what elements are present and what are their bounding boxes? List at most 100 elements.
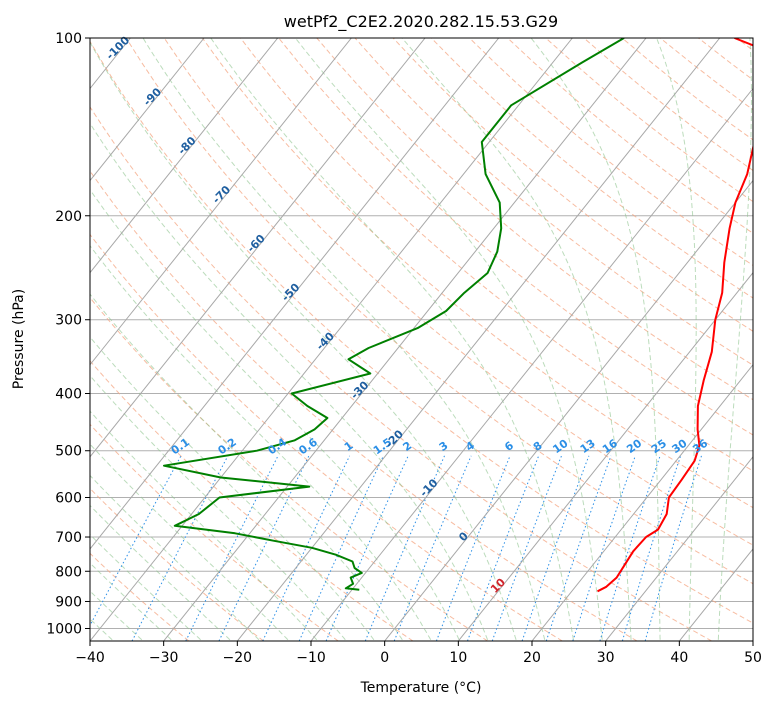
mixing-ratio-line: [545, 455, 612, 641]
x-tick-label: 50: [744, 650, 762, 666]
dry-adiabat: [90, 552, 190, 641]
y-tick-label: 700: [55, 530, 82, 546]
y-tick-label: 400: [55, 387, 82, 403]
x-tick-label: −30: [149, 650, 179, 666]
isotherm-line: [310, 87, 753, 641]
mixing-ratio-label: 30: [669, 437, 689, 457]
dry-adiabat: [316, 38, 753, 401]
y-tick-label: 800: [55, 564, 82, 580]
isotherm-label: -40: [314, 329, 337, 352]
mixing-ratio-line: [364, 455, 445, 641]
x-tick-label: 0: [380, 650, 389, 666]
isotherm-line: [752, 640, 753, 641]
isotherm-line: [678, 548, 753, 641]
moist-adiabat: [90, 374, 346, 641]
isotherm-label: -10: [417, 476, 440, 499]
x-axis-label: Temperature (°C): [360, 680, 482, 696]
mixing-ratio-line: [599, 455, 661, 641]
mixing-ratio-label: 6: [502, 439, 516, 454]
y-tick-label: 900: [55, 594, 82, 610]
isotherm-line: [605, 456, 753, 641]
mixing-ratio-label: 25: [649, 437, 669, 456]
plot-frame: [89, 37, 754, 642]
mixing-ratio-line: [325, 455, 409, 641]
moist-adiabat: [90, 188, 460, 641]
temperature-profile-line: [597, 38, 753, 593]
y-tick-label: 300: [55, 313, 82, 329]
moist-adiabat: [90, 474, 260, 641]
isotherm-line: [531, 363, 753, 641]
mixing-ratio-label: 10: [550, 437, 570, 457]
y-tick-label: 500: [55, 444, 82, 460]
mixing-ratio-line: [572, 455, 636, 641]
x-tick-label: 20: [523, 650, 541, 666]
mixing-ratio-label: 16: [600, 437, 620, 457]
moist-adiabat: [142, 38, 546, 640]
isotherm-line: [457, 271, 753, 641]
dry-adiabat: [90, 487, 264, 641]
dry-adiabat: [90, 296, 488, 641]
mixing-ratio-line: [491, 455, 562, 641]
dry-adiabat: [163, 38, 753, 546]
moist-adiabat: [656, 38, 697, 640]
isotherm-label: -70: [210, 183, 233, 206]
isotherm-line: [163, 38, 647, 641]
dry-adiabat: [90, 360, 414, 641]
dewpoint-profile-line: [163, 38, 625, 591]
isotherm-line: [90, 38, 500, 550]
mixing-ratio-label: 1: [342, 439, 356, 454]
mixing-ratio-line: [467, 455, 540, 641]
mixing-ratio-line: [298, 455, 384, 641]
moist-adiabat: [90, 443, 289, 641]
moist-adiabat: [90, 122, 489, 640]
dry-adiabat: [392, 38, 753, 332]
x-tick-label: −40: [75, 650, 105, 666]
isotherms: [0, 38, 753, 641]
mixing-ratio-label: 3: [437, 439, 451, 454]
y-tick-label: 200: [55, 209, 82, 225]
isotherm-line: [236, 38, 721, 641]
x-tick-label: 10: [449, 650, 467, 666]
dry-adiabat: [90, 423, 339, 641]
dry-adiabat: [736, 38, 753, 52]
x-tick-label: 30: [597, 650, 615, 666]
isotherm-line: [384, 179, 753, 641]
dry-adiabat: [507, 38, 753, 234]
mixing-ratio-line: [185, 455, 279, 641]
isotherm-line: [0, 38, 57, 641]
x-tick-label: 40: [670, 650, 688, 666]
mixing-ratio-line: [131, 455, 229, 641]
isotherm-label: -90: [141, 85, 164, 108]
y-tick-label: 100: [55, 31, 82, 47]
moist-adiabat: [90, 533, 201, 641]
moist-adiabat: [90, 410, 318, 641]
isotherm-line: [90, 38, 279, 274]
isotherm-line: [90, 38, 352, 366]
mixing-ratio-line: [435, 455, 511, 641]
dry-adiabat: [90, 40, 753, 624]
mixing-ratio-label: 0.1: [169, 436, 192, 458]
isotherm-line: [90, 38, 426, 458]
isotherm-label: 10: [488, 575, 508, 595]
reference-labels: 0.1 0.2 0.4 0.6 1 1.5 2 3 4 6 8 10 13 16 20 25 30 36-100-…: [104, 33, 711, 595]
dry-adiabat: [698, 38, 753, 81]
dry-adiabat: [469, 38, 753, 266]
dry-adiabat: [430, 38, 753, 299]
mixing-ratio-label: 2: [401, 439, 415, 454]
moist-adiabat: [90, 244, 432, 641]
y-tick-label: 1000: [46, 621, 82, 637]
mixing-ratio-lines: [90, 455, 702, 641]
x-tick-label: −10: [296, 650, 326, 666]
isotherm-line: [90, 38, 573, 641]
moist-adiabats: [90, 38, 753, 641]
dry-adiabat: [90, 170, 638, 641]
dry-adiabat: [354, 38, 753, 366]
y-tick-label: 600: [55, 490, 82, 506]
moist-adiabat: [90, 336, 375, 641]
mixing-ratio-label: 0.4: [266, 435, 290, 457]
mixing-ratio-line: [90, 455, 182, 627]
isotherm-line: [90, 38, 205, 182]
moist-adiabat: [717, 38, 753, 640]
y-axis-label: Pressure (hPa): [11, 289, 27, 389]
